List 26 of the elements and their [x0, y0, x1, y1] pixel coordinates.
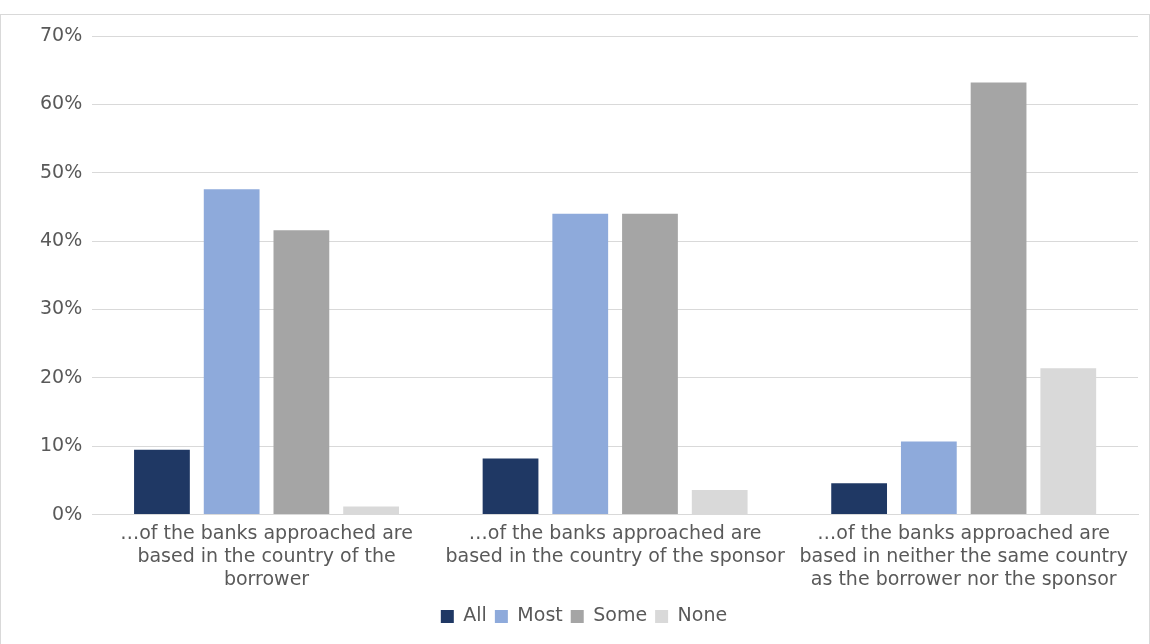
bar [900, 441, 957, 515]
legend-label: All [463, 603, 487, 626]
y-tick-label: 10% [40, 433, 83, 456]
bar [273, 230, 330, 515]
bar [622, 213, 678, 515]
bar [831, 483, 888, 515]
bar [134, 449, 190, 515]
y-tick-label: 20% [40, 364, 83, 387]
legend-label: Some [593, 603, 648, 626]
legend-label: Most [517, 603, 563, 626]
legend-label: None [677, 603, 728, 626]
y-tick-label: 50% [40, 159, 83, 182]
bar [552, 213, 609, 515]
bar [343, 506, 399, 515]
x-tick-label: …of the banks approached are based in neither the same country as the borrower nor the sponsor [799, 520, 1128, 589]
y-tick-label: 0% [52, 501, 83, 524]
bar [691, 489, 748, 515]
x-tick-label: …of the banks approached are based in the country of the sponsor [445, 520, 785, 566]
bar [203, 189, 260, 515]
bar [970, 82, 1027, 515]
y-tick-label: 40% [40, 228, 83, 251]
x-tick-label: …of the banks approached are based in the country of the borrower [120, 520, 413, 589]
y-tick-label: 30% [40, 296, 83, 319]
y-tick-label: 60% [40, 91, 83, 114]
bar [482, 458, 539, 515]
y-tick-label: 70% [40, 22, 83, 45]
